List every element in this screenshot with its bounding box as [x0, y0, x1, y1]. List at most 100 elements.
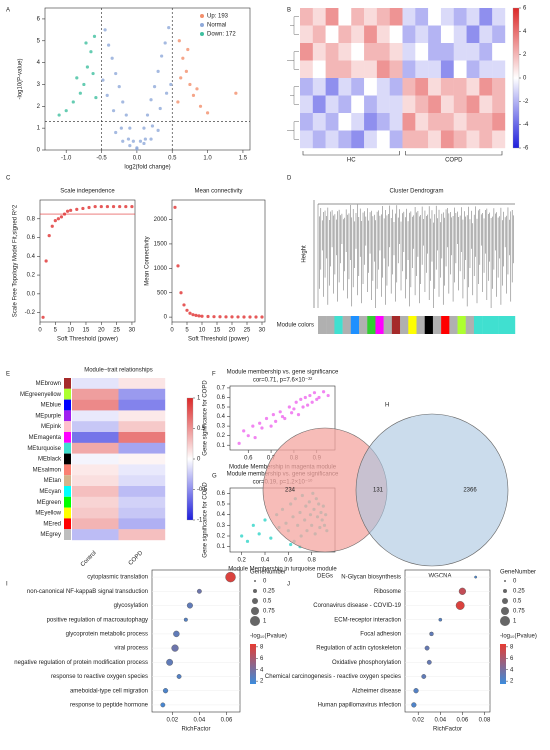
- heatmap-cell: [300, 130, 314, 149]
- colorbar-label: 8: [510, 644, 514, 650]
- heatmap-cell: [492, 60, 506, 79]
- legend-size-label: 1: [263, 619, 267, 625]
- y-tick-label: 0.3: [217, 424, 226, 430]
- heatmap-cell: [72, 518, 119, 530]
- point: [145, 113, 150, 117]
- legend-size: [254, 580, 256, 582]
- row-label: MEpurple: [35, 413, 61, 419]
- point: [105, 204, 110, 209]
- y-axis-label: Gene significance for COPD: [203, 380, 209, 456]
- panel-letter: I: [6, 582, 8, 588]
- y-tick-label: 6: [37, 17, 41, 23]
- heatmap-cell: [376, 78, 390, 96]
- heatmap-cell: [338, 8, 352, 26]
- column-label: Control: [80, 550, 98, 568]
- module-color: [457, 316, 466, 334]
- y-tick-label: 0.4: [27, 254, 36, 260]
- heatmap-cell: [376, 60, 390, 79]
- venn-set-label: DEGs: [317, 574, 333, 580]
- point: [194, 313, 198, 318]
- category-label: Ribosome: [374, 589, 402, 595]
- heatmap-cell: [351, 130, 365, 149]
- x-tick-label: 30: [259, 328, 266, 334]
- heatmap-cell: [72, 507, 119, 519]
- point: [114, 130, 118, 135]
- legend-title: -log₁₀(Pvalue): [250, 634, 287, 640]
- category-label: N-Glycan biosynthesis: [341, 575, 401, 581]
- y-tick-label: 0.4: [217, 512, 226, 518]
- legend-size: [502, 598, 508, 604]
- dot: [225, 571, 236, 583]
- legend-size-label: 0.5: [263, 599, 272, 605]
- heatmap-cell: [72, 496, 119, 508]
- row-label: MEturquoise: [27, 446, 61, 452]
- heatmap-cell: [325, 78, 339, 96]
- y-tick-label: 0.0: [27, 291, 36, 297]
- point: [184, 69, 188, 73]
- point: [84, 41, 88, 45]
- heatmap-cell: [428, 78, 442, 96]
- chart-subtitle: cor=0.71, p=7.6×10⁻²²: [253, 378, 312, 384]
- dot: [162, 688, 169, 694]
- y-axis-label: Mean Connectivity: [145, 236, 151, 285]
- y-tick-label: 0.5: [217, 502, 226, 508]
- point: [75, 76, 79, 80]
- module-color: [416, 316, 425, 334]
- point: [182, 303, 186, 307]
- y-tick-label: 1000: [154, 266, 168, 272]
- heatmap-cell: [415, 60, 429, 79]
- heatmap-cell: [72, 388, 119, 400]
- point: [152, 85, 157, 89]
- heatmap-cell: [440, 43, 454, 61]
- point: [263, 518, 267, 522]
- point: [87, 205, 91, 210]
- heatmap-cell: [428, 25, 442, 44]
- y-tick-label: 2000: [154, 217, 168, 223]
- heatmap-cell: [118, 378, 166, 389]
- heatmap-cell: [118, 432, 166, 443]
- x-tick-label: 1.0: [203, 156, 212, 162]
- heatmap-cell: [72, 432, 119, 443]
- point: [131, 139, 135, 143]
- heatmap-cell: [300, 60, 314, 79]
- heatmap-cell: [312, 95, 326, 114]
- point: [111, 204, 116, 209]
- chart-title: Cluster Dendrogram: [389, 189, 443, 195]
- row-label: MEbrown: [36, 381, 61, 387]
- point: [143, 137, 147, 141]
- point: [290, 411, 294, 415]
- dot: [413, 688, 419, 694]
- heatmap-cell: [338, 130, 352, 149]
- colorbar-label: 4: [510, 667, 514, 673]
- y-tick-label: 0.2: [27, 273, 36, 279]
- module-swatch: [64, 399, 71, 411]
- y-axis-label: -log10(P-value): [18, 58, 24, 99]
- point: [164, 91, 169, 95]
- module-color: [482, 316, 491, 334]
- x-axis-label: Soft Threshold (power): [188, 337, 249, 343]
- heatmap-cell: [72, 486, 119, 497]
- y-tick-label: 0.6: [27, 235, 36, 241]
- point: [248, 315, 252, 319]
- venn-count: 234: [285, 488, 296, 494]
- heatmap-cell: [466, 78, 480, 96]
- point: [156, 69, 160, 73]
- heatmap-cell: [364, 78, 378, 96]
- y-axis-label: Height: [302, 245, 308, 263]
- point: [254, 315, 258, 319]
- module-swatch: [64, 453, 71, 465]
- heatmap-cell: [118, 410, 166, 422]
- module-color: [359, 316, 368, 334]
- module-color: [367, 316, 376, 334]
- x-tick-label: 0.5: [168, 156, 177, 162]
- point: [176, 100, 180, 104]
- group-label: HC: [347, 158, 356, 164]
- y-tick-label: 3: [37, 82, 41, 88]
- row-label: MEyellow: [35, 511, 61, 517]
- point: [92, 34, 97, 39]
- module-swatch: [64, 496, 71, 508]
- point: [91, 71, 95, 76]
- point: [195, 87, 199, 91]
- heatmap-cell: [118, 486, 166, 497]
- colorbar-label: -1: [197, 518, 203, 524]
